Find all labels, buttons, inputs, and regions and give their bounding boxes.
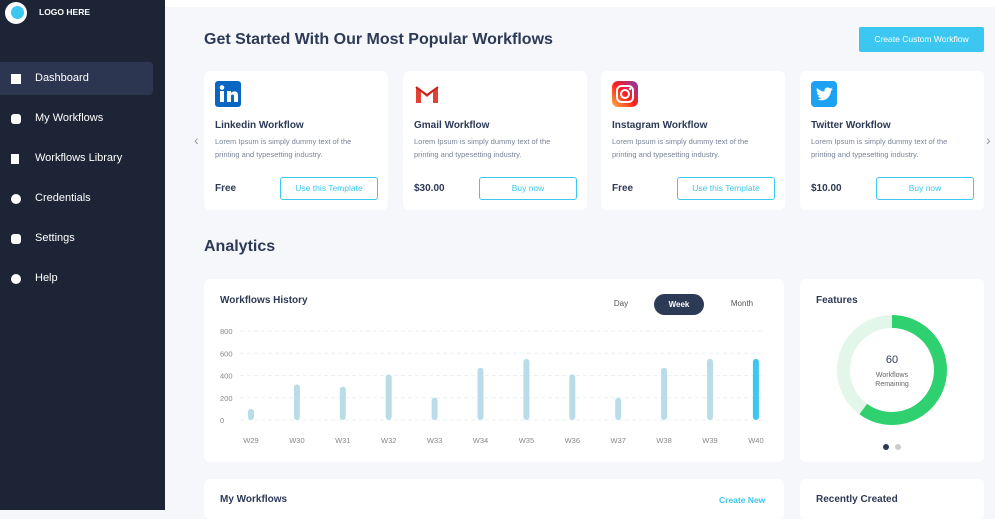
nav-item[interactable]: Dashboard: [0, 62, 153, 95]
card-description: Lorem Ipsum is simply dummy text of the …: [414, 137, 551, 159]
x-tick-label: W34: [473, 436, 488, 445]
nav-item[interactable]: Settings: [35, 232, 75, 244]
card-title: Features: [816, 295, 858, 306]
bar: [477, 367, 484, 420]
workflow-card: Instagram Workflow Lorem Ipsum is simply …: [601, 71, 785, 210]
donut-arc: [837, 315, 947, 425]
bar: [339, 386, 346, 420]
card-title: Recently Created: [816, 494, 898, 505]
carousel-dot[interactable]: [883, 444, 889, 450]
workflow-card: Linkedin Workflow Lorem Ipsum is simply d…: [204, 71, 388, 210]
logo-ring: [5, 2, 27, 24]
x-tick-label: W31: [335, 436, 350, 445]
bar: [707, 358, 713, 420]
period-tab[interactable]: Month: [730, 299, 754, 308]
period-tab[interactable]: Week: [654, 294, 704, 315]
nav-icon: [11, 154, 19, 164]
template-button[interactable]: Use this Template: [280, 177, 378, 200]
icon: [415, 86, 439, 103]
nav-item[interactable]: Help: [35, 272, 58, 284]
nav-icon: [11, 234, 21, 244]
card-description: Lorem Ipsum is simply dummy text of the …: [612, 137, 749, 159]
x-tick-label: W35: [519, 436, 534, 445]
next-arrow[interactable]: ›: [986, 132, 991, 148]
nav-icon: [11, 74, 21, 84]
workflow-icon: [414, 81, 440, 112]
bar: [615, 397, 622, 420]
nav-icon: [11, 194, 21, 204]
sidebar: LOGO HERE Dashboard My Workflows Workflo…: [0, 0, 165, 510]
bar: [293, 384, 300, 420]
nav-item[interactable]: My Workflows: [35, 112, 104, 124]
create-button[interactable]: Create Custom Workflow: [859, 27, 984, 52]
y-tick-label: 400: [220, 372, 233, 381]
card-title: Workflows History: [220, 295, 308, 306]
x-tick-label: W38: [656, 436, 671, 445]
workflow-icon: [811, 81, 837, 112]
card-title: Twitter Workflow: [811, 120, 891, 131]
card-description: Lorem Ipsum is simply dummy text of the …: [811, 137, 948, 159]
bar: [431, 397, 438, 420]
prev-arrow[interactable]: ‹: [194, 132, 199, 148]
nav-item[interactable]: Credentials: [35, 192, 91, 204]
bar: [661, 367, 668, 420]
bar: [248, 408, 254, 420]
card-title: Gmail Workflow: [414, 120, 490, 131]
workflow-card: Gmail Workflow Lorem Ipsum is simply dumm…: [403, 71, 587, 210]
icon: [811, 81, 837, 107]
x-tick-label: W36: [565, 436, 580, 445]
x-tick-label: W39: [702, 436, 717, 445]
nav-item[interactable]: Workflows Library: [35, 152, 123, 164]
bar: [523, 358, 530, 420]
bar: [752, 358, 759, 420]
y-tick-label: 200: [220, 394, 233, 403]
workflow-card: Twitter Workflow Lorem Ipsum is simply du…: [800, 71, 984, 210]
price: $10.00: [811, 183, 842, 194]
template-button[interactable]: Buy now: [876, 177, 974, 200]
period-tab[interactable]: Day: [613, 299, 629, 308]
my-workflows-card: [204, 479, 784, 519]
card-title: My Workflows: [220, 494, 288, 505]
x-tick-label: W37: [610, 436, 625, 445]
x-tick-label: W29: [243, 436, 258, 445]
price: $30.00: [414, 183, 445, 194]
x-tick-label: W33: [427, 436, 442, 445]
create-new-link[interactable]: Create New: [719, 495, 766, 505]
x-tick-label: W32: [381, 436, 396, 445]
card-title: Instagram Workflow: [612, 120, 708, 131]
bar: [569, 374, 576, 420]
donut-label: Workflows: [876, 372, 909, 379]
price: Free: [215, 183, 237, 194]
nav-icon: [11, 114, 21, 124]
x-tick-label: W30: [289, 436, 304, 445]
features-card: [800, 279, 984, 462]
carousel-dot[interactable]: [895, 444, 901, 450]
bar: [385, 374, 392, 420]
donut-value: 60: [886, 354, 898, 366]
template-button[interactable]: Use this Template: [677, 177, 775, 200]
card-description: Lorem Ipsum is simply dummy text of the …: [215, 137, 352, 159]
icon: [612, 81, 638, 107]
y-tick-label: 0: [220, 416, 224, 425]
nav-icon: [11, 274, 21, 284]
icon: [215, 81, 241, 107]
price: Free: [612, 183, 634, 194]
section-title: Get Started With Our Most Popular Workfl…: [204, 31, 553, 48]
top-bar: [165, 0, 995, 7]
donut-sublabel: Remaining: [875, 381, 909, 388]
workflow-icon: [612, 81, 638, 112]
x-tick-label: W40: [748, 436, 763, 445]
card-title: Linkedin Workflow: [215, 120, 304, 131]
workflow-icon: [215, 81, 241, 112]
y-tick-label: 800: [220, 327, 233, 336]
y-tick-label: 600: [220, 349, 233, 358]
logo-text: LOGO HERE: [39, 7, 91, 17]
section-title: Analytics: [204, 238, 276, 255]
template-button[interactable]: Buy now: [479, 177, 577, 200]
